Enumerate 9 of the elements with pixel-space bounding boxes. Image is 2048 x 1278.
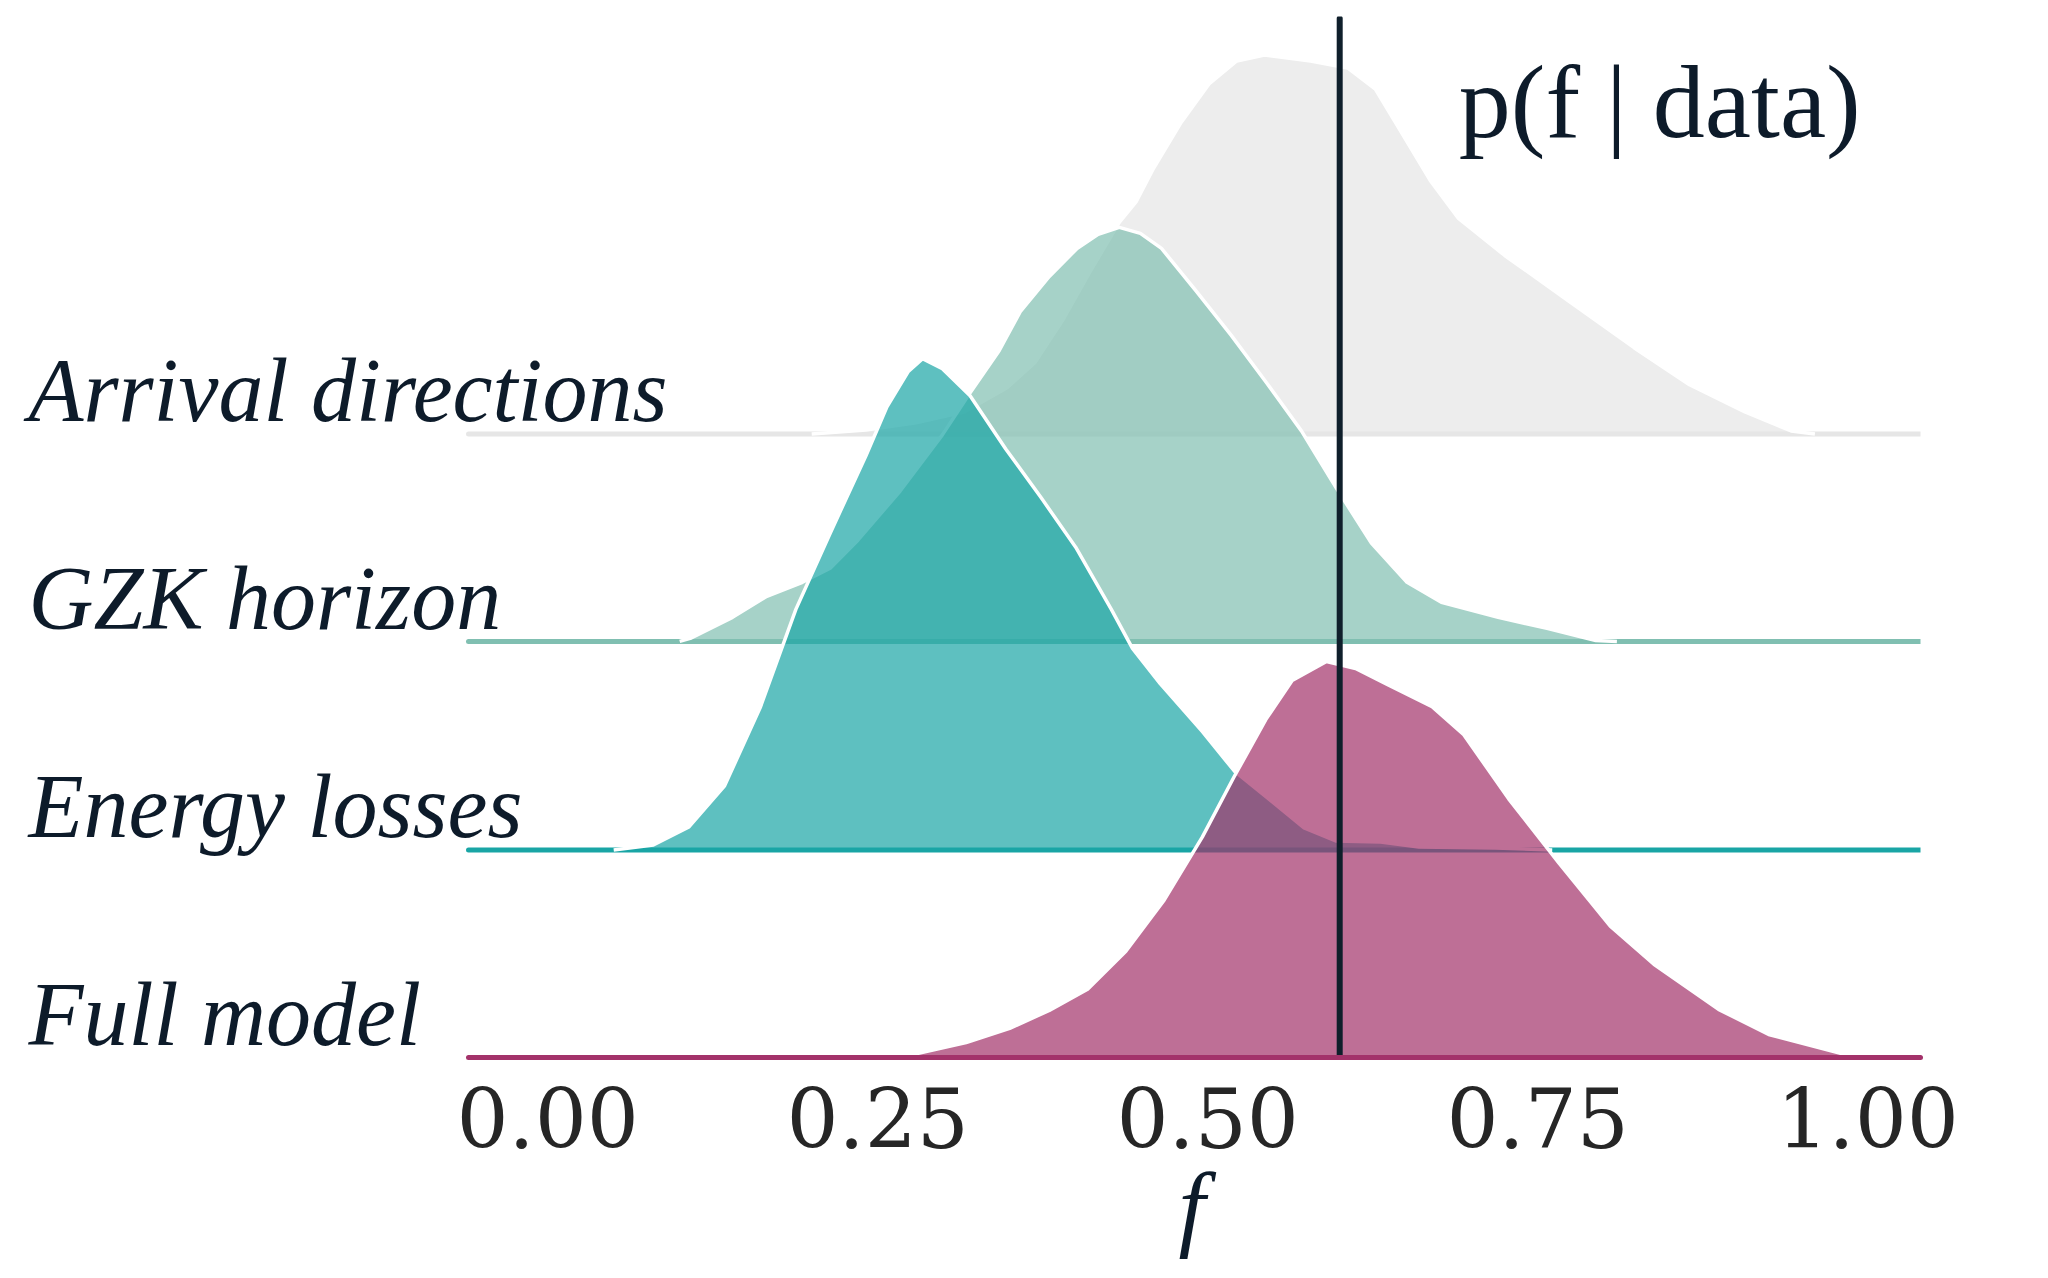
x-tick-label: 0.75 xyxy=(1446,1071,1629,1167)
annotation: p(f | data) xyxy=(1458,44,1861,160)
x-tick-label: 1.00 xyxy=(1776,1071,1959,1167)
series-label: GZK horizon xyxy=(28,548,502,648)
series-label: Energy losses xyxy=(26,757,523,857)
x-tick-label: 0.00 xyxy=(456,1071,639,1167)
x-tick-label: 0.25 xyxy=(786,1071,969,1167)
series-label: Full model xyxy=(27,965,421,1064)
series-label: Arrival directions xyxy=(23,341,668,441)
